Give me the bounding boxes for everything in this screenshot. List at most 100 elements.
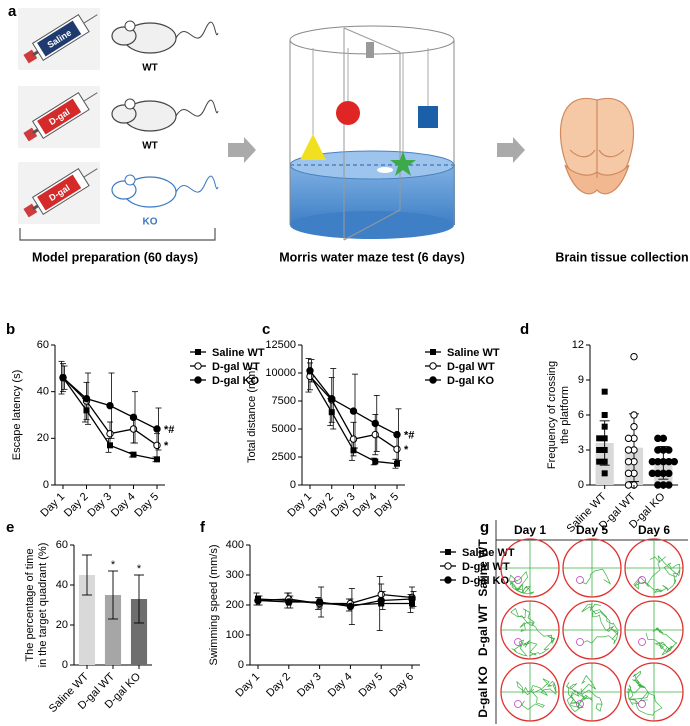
x-tick-label: Day 3 [329, 491, 358, 520]
y-tick-label: 0 [290, 479, 296, 491]
y-tick-label: 0 [62, 659, 68, 671]
platform [576, 576, 584, 584]
x-tick-label: Day 2 [62, 491, 91, 520]
y-tick-label: 40 [37, 386, 49, 398]
pool [562, 600, 622, 660]
data-point [254, 596, 262, 605]
data-point [624, 457, 633, 466]
pool [562, 538, 622, 598]
panel-a: Model preparation (60 days) [18, 8, 689, 264]
data-point [654, 434, 662, 443]
step-label: Brain tissue collection [555, 250, 688, 264]
legend-label: D-gal KO [212, 375, 260, 387]
panel-label: b [6, 321, 15, 338]
significance-label: * [164, 440, 169, 452]
y-tick-label: 3 [578, 444, 584, 456]
platform [514, 576, 522, 584]
x-tick-label: Day 5 [132, 491, 161, 520]
legend-marker [194, 362, 202, 370]
step-label: Model preparation (60 days) [32, 250, 198, 264]
bracket [19, 228, 216, 241]
data-point [371, 430, 379, 439]
legend-label: D-gal WT [212, 361, 260, 373]
data-point [601, 470, 608, 477]
column-label: Day 5 [576, 523, 608, 537]
data-point [624, 446, 633, 454]
swim-track [627, 670, 663, 716]
bar [78, 575, 96, 665]
data-point [601, 412, 608, 418]
y-tick-label: 100 [226, 629, 244, 641]
y-tick-label: 0 [43, 479, 49, 491]
x-tick-label: Day 2 [307, 491, 336, 520]
data-point [285, 598, 293, 606]
legend-marker [429, 362, 437, 370]
swim-track [510, 607, 556, 657]
mouse-tail [175, 99, 219, 117]
y-tick-label: 0 [578, 479, 584, 491]
data-point [306, 367, 314, 375]
syringe-label [37, 98, 82, 135]
y-tick-label: 2500 [272, 451, 296, 463]
data-point [154, 456, 160, 463]
data-point [670, 457, 679, 466]
swim-track [516, 678, 557, 710]
x-tick-label: Day 2 [264, 671, 293, 700]
significance-label: *# [404, 430, 414, 442]
data-point [665, 469, 673, 478]
platform [514, 638, 522, 646]
data-point [349, 435, 358, 443]
y-axis-label: The percentage of time [24, 548, 36, 661]
data-point [648, 469, 657, 478]
y-tick-label: 0 [238, 659, 244, 671]
mouse-tail [175, 21, 219, 39]
pool [500, 538, 560, 598]
data-point [349, 407, 358, 415]
data-point [393, 430, 401, 439]
data-point [665, 446, 673, 454]
pool [500, 662, 560, 722]
data-point [82, 394, 91, 403]
platform [514, 700, 522, 708]
data-point [346, 602, 355, 611]
data-point [371, 419, 379, 428]
platform [576, 638, 584, 646]
legend-label: D-gal WT [447, 361, 495, 373]
bar [104, 595, 122, 665]
y-tick-label: 5000 [272, 423, 296, 435]
data-point [372, 458, 379, 465]
brain [559, 97, 635, 195]
x-tick-label: Day 1 [285, 491, 314, 520]
mouse-label: WT [142, 141, 158, 152]
data-point [106, 429, 114, 438]
swim-track [508, 570, 535, 595]
legend-label: D-gal WT [462, 561, 510, 573]
data-point [129, 425, 138, 433]
bar [130, 599, 148, 665]
data-point [377, 596, 385, 605]
pool [624, 538, 684, 598]
syringe: D-gal [23, 167, 98, 218]
x-tick-label: Day 5 [372, 491, 401, 520]
data-point [596, 458, 603, 465]
data-point [624, 434, 633, 443]
mouse-tail [175, 175, 219, 193]
arrow [497, 137, 525, 163]
platform [638, 638, 646, 646]
y-axis-label: Escape latency (s) [11, 370, 23, 460]
data-point [630, 411, 638, 419]
data-point [315, 598, 324, 606]
x-tick-label: Day 3 [295, 671, 324, 700]
data-point [601, 447, 608, 453]
data-point [648, 457, 657, 466]
legend-label: D-gal KO [447, 375, 495, 387]
y-tick-label: 60 [56, 539, 68, 551]
arrow [228, 137, 256, 163]
y-tick-label: 10000 [265, 367, 296, 379]
y-tick-label: 400 [226, 539, 244, 551]
y-axis-label: Total distance (mm) [246, 367, 258, 463]
legend-label: Saline WT [462, 547, 515, 559]
series-line [257, 598, 413, 608]
data-point [59, 373, 67, 382]
data-point [601, 388, 608, 395]
